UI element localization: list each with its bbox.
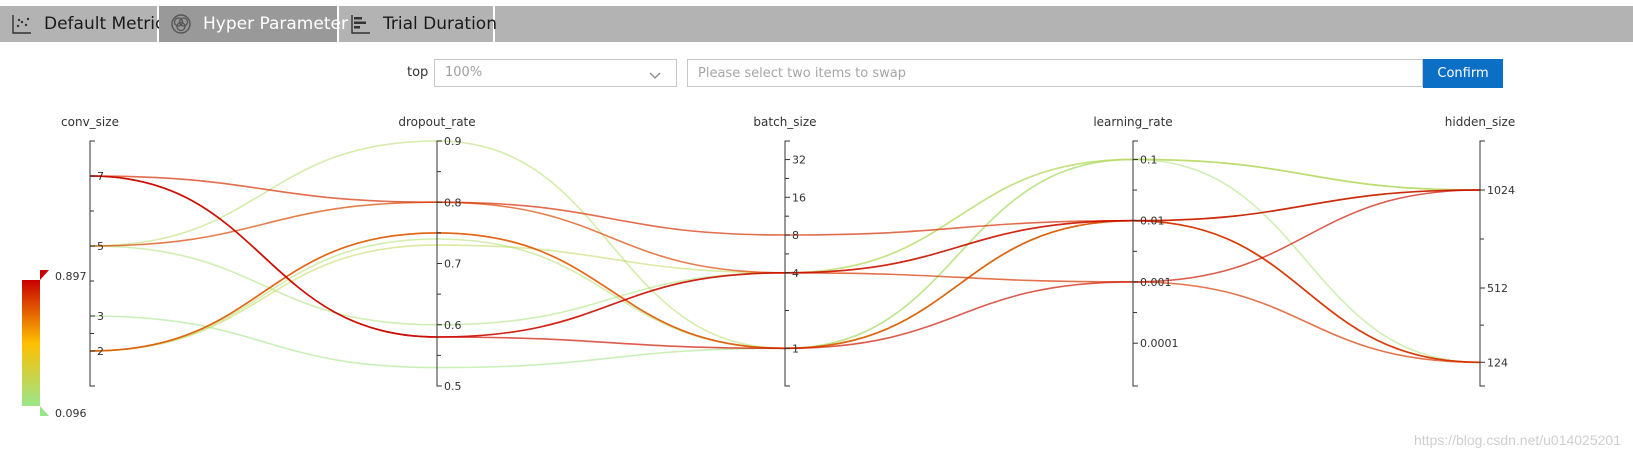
- axis-line: [1132, 140, 1138, 387]
- trial-line-2[interactable]: [89, 175, 1481, 338]
- axis-conv-size[interactable]: conv_size 2 3 5 7: [61, 115, 119, 387]
- tick-label: 0.001: [1140, 276, 1172, 289]
- axis-line: [784, 140, 790, 387]
- tab-label: Default Metric: [44, 14, 165, 34]
- tick-label: 0.1: [1140, 153, 1158, 166]
- tick-label: 0.6: [444, 319, 462, 332]
- circles-icon: [169, 12, 193, 36]
- axis-line: [89, 140, 95, 387]
- top-select[interactable]: 100%: [434, 59, 677, 87]
- top-label: top: [407, 65, 429, 80]
- axis-title[interactable]: dropout_rate: [398, 115, 475, 129]
- axis-title[interactable]: conv_size: [61, 115, 119, 129]
- axes: conv_size 2 3 5 7 dropout_rate 0.5 0.6 0.7 0.8 0.9…: [61, 115, 1515, 393]
- tick-label: 1024: [1487, 184, 1515, 197]
- color-legend-bar: [22, 280, 40, 406]
- trial-line-0[interactable]: [89, 175, 1481, 364]
- tick-label: 124: [1487, 356, 1508, 369]
- tab-default-metric[interactable]: Default Metric: [0, 6, 164, 42]
- tab-label: Trial Duration: [383, 14, 497, 34]
- confirm-button[interactable]: Confirm: [1423, 59, 1503, 88]
- axis-line: [1479, 140, 1485, 387]
- tick-label: 1: [792, 342, 799, 355]
- top-select-value: 100%: [445, 65, 483, 80]
- tick-label: 7: [97, 170, 104, 183]
- tick-label: 5: [97, 240, 104, 253]
- tick-label: 0.8: [444, 196, 462, 209]
- tab-label: Hyper Parameter: [203, 14, 348, 34]
- tick-label: 0.01: [1140, 215, 1165, 228]
- legend-min-label: 0.096: [55, 407, 87, 420]
- tab-trial-duration[interactable]: Trial Duration: [339, 6, 497, 42]
- tick-label: 16: [792, 191, 806, 204]
- watermark: https://blog.csdn.net/u014025201: [1413, 432, 1621, 448]
- legend-min-marker[interactable]: [40, 406, 49, 416]
- axis-batch-size[interactable]: batch_size 1 4 8 16 32: [753, 115, 817, 387]
- tab-bar: Default Metric Hyper Parameter Trial Dur…: [0, 6, 1633, 42]
- axis-hidden-size[interactable]: hidden_size 124 512 1024: [1445, 115, 1515, 387]
- axis-title[interactable]: hidden_size: [1445, 115, 1515, 129]
- axis-learning-rate[interactable]: learning_rate 0.0001 0.001 0.01 0.1: [1093, 115, 1179, 387]
- tick-label: 0.0001: [1140, 337, 1179, 350]
- legend-max-marker[interactable]: [40, 270, 49, 280]
- tick-label: 0.7: [444, 258, 462, 271]
- tick-label: 0.9: [444, 135, 462, 148]
- tick-label: 4: [792, 267, 799, 280]
- chevron-down-icon: [648, 67, 662, 81]
- legend-max-label: 0.897: [55, 270, 87, 283]
- color-legend: 0.897 0.096: [22, 270, 87, 420]
- tick-label: 0.5: [444, 380, 462, 393]
- tick-label: 3: [97, 310, 104, 323]
- axis-title[interactable]: batch_size: [753, 115, 816, 129]
- filter-controls: top 100% Confirm: [0, 59, 1633, 89]
- tick-label: 512: [1487, 282, 1508, 295]
- axis-dropout-rate[interactable]: dropout_rate 0.5 0.6 0.7 0.8 0.9: [398, 115, 475, 393]
- parallel-coordinates-chart: conv_size 2 3 5 7 dropout_rate 0.5 0.6 0.7 0.8 0.9…: [22, 115, 1515, 420]
- tick-label: 2: [97, 345, 104, 358]
- tick-label: 32: [792, 154, 806, 167]
- scatter-icon: [10, 12, 34, 36]
- swap-input[interactable]: [687, 59, 1423, 87]
- axis-title[interactable]: learning_rate: [1093, 115, 1172, 129]
- tick-label: 8: [792, 229, 799, 242]
- bar-chart-icon: [349, 12, 373, 36]
- tab-hyper-parameter[interactable]: Hyper Parameter: [159, 6, 348, 42]
